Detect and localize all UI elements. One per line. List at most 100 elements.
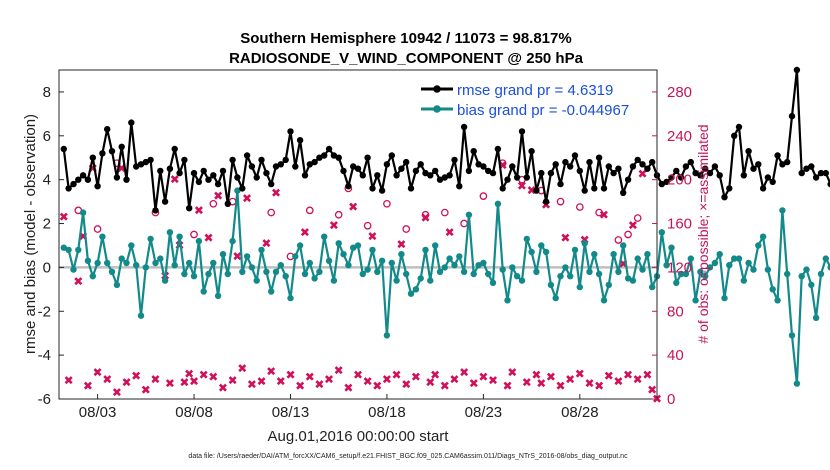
bias-series-point	[668, 244, 675, 251]
bias-series-point	[219, 251, 227, 258]
rmse-series-point	[268, 180, 275, 188]
y-left-tick-label: 6	[43, 128, 51, 145]
bias-series-point	[258, 246, 265, 254]
bias-series-point	[248, 264, 256, 271]
obs-possible-marker	[402, 225, 411, 233]
obs-assimilated-marker: ✖	[266, 365, 276, 379]
bias-series-point	[547, 281, 555, 289]
legend-rmse-label: rmse grand pr = 4.6319	[457, 82, 613, 99]
obs-assimilated-marker: ✖	[584, 377, 594, 391]
bias-series-point	[282, 273, 289, 280]
y-right-tick-label: 240	[667, 128, 692, 145]
bias-series-point	[595, 270, 603, 278]
obs-assimilated-marker: ✖	[367, 230, 377, 244]
y-left-tick-label: 0	[43, 259, 51, 276]
rmse-series-point	[292, 163, 299, 170]
rmse-series-point	[533, 187, 540, 194]
bias-series-point	[600, 297, 608, 304]
bias-series-point	[65, 246, 72, 254]
rmse-series-point	[393, 172, 400, 179]
obs-assimilated-marker: ✖	[604, 369, 614, 383]
obs-possible-marker	[479, 192, 488, 200]
rmse-series-point	[649, 158, 656, 166]
rmse-series-point	[494, 145, 502, 153]
y-right-tick-label: 280	[667, 84, 692, 101]
obs-assimilated-marker: ✖	[93, 366, 103, 380]
rmse-series-point	[456, 183, 463, 190]
bias-series-point	[769, 286, 776, 293]
rmse-series-point	[171, 145, 178, 153]
bias-series-point	[335, 240, 342, 247]
rmse-series-point	[465, 167, 473, 175]
rmse-series-point	[726, 185, 733, 192]
obs-assimilated-marker: ✖	[131, 369, 141, 383]
obs-assimilated-marker: ✖	[411, 370, 421, 384]
chart-title-line1: Southern Hemisphere 10942 / 11073 = 98.8…	[240, 30, 571, 47]
bias-series-point	[306, 259, 313, 267]
bias-series-point	[398, 251, 405, 258]
obs-assimilated-marker: ✖	[228, 373, 238, 387]
bias-series-point	[706, 264, 714, 271]
obs-possible-marker	[190, 230, 198, 239]
rmse-series-point	[591, 185, 598, 192]
bias-series-point	[412, 286, 420, 293]
bias-series-point	[186, 259, 193, 267]
bias-series-point	[759, 233, 767, 240]
obs-assimilated-marker: ✖	[392, 368, 402, 382]
obs-assimilated-marker: ✖	[546, 370, 556, 384]
bias-series-point	[311, 275, 318, 282]
rmse-series-point	[513, 174, 521, 181]
obs-possible-marker	[267, 208, 276, 217]
bias-series-point	[629, 277, 637, 284]
obs-assimilated-marker: ✖	[343, 381, 353, 395]
rmse-series-point	[567, 163, 574, 170]
bias-series-point	[634, 255, 641, 262]
rmse-series-point	[668, 174, 675, 181]
rmse-series-point	[306, 161, 313, 168]
obs-assimilated-marker: ✖	[599, 208, 609, 222]
y-right-tick-label: 120	[667, 259, 692, 276]
chart-title-line2: RADIOSONDE_V_WIND_COMPONENT @ 250 hPa	[229, 50, 584, 67]
rmse-series-point	[677, 174, 685, 181]
obs-possible-marker	[575, 203, 584, 211]
rmse-series-point	[359, 172, 366, 179]
bias-series-point	[485, 270, 492, 278]
rmse-series-point	[350, 163, 357, 170]
obs-count-layer: ✖✖✖✖✖✖✖ ✖✖✖✖ ✖✖✖✖✖✖✖✖✖✖✖✖✖✖✖✖✖✖✖✖✖ ✖✖✖✖✖ ✖✖✖…	[59, 158, 662, 406]
bias-series-point	[721, 294, 728, 302]
bias-series-point	[470, 270, 477, 278]
legend-bias-marker	[433, 105, 441, 113]
bias-series-point	[292, 253, 299, 260]
legend-bias-label: bias grand pr = -0.044967	[457, 102, 629, 119]
bias-series-point	[253, 277, 260, 284]
obs-assimilated-marker: ✖	[73, 275, 83, 289]
rmse-series-point	[451, 156, 458, 164]
rmse-series-point	[142, 158, 149, 166]
bias-series-point	[118, 255, 125, 262]
obs-assimilated-marker: ✖	[560, 231, 570, 245]
bias-series-point	[615, 268, 622, 275]
x-tick-label: 08/13	[272, 404, 310, 421]
rmse-series-point	[128, 119, 135, 126]
obs-possible-marker	[305, 206, 314, 215]
rmse-series-point	[518, 128, 526, 135]
bias-series-point	[533, 268, 540, 275]
obs-assimilated-marker: ✖	[324, 372, 334, 386]
bias-series-point	[557, 273, 564, 280]
obs-assimilated-marker: ✖	[623, 368, 633, 382]
rmse-series-point	[605, 163, 612, 170]
rmse-series-point	[364, 154, 371, 161]
bias-series-point	[567, 273, 574, 280]
rmse-series-point	[702, 165, 709, 172]
y-left-tick-label: 2	[43, 216, 51, 233]
bias-series-point	[330, 277, 338, 284]
rmse-series-point	[629, 163, 637, 170]
obs-assimilated-marker: ✖	[372, 379, 382, 393]
rmse-series-point	[219, 167, 227, 175]
bias-series-point	[460, 268, 468, 275]
bias-series-point	[764, 266, 772, 273]
bias-series-point	[147, 235, 154, 243]
bias-series-point	[610, 251, 617, 258]
rmse-series-point	[427, 172, 434, 179]
rmse-series-point	[697, 172, 704, 179]
